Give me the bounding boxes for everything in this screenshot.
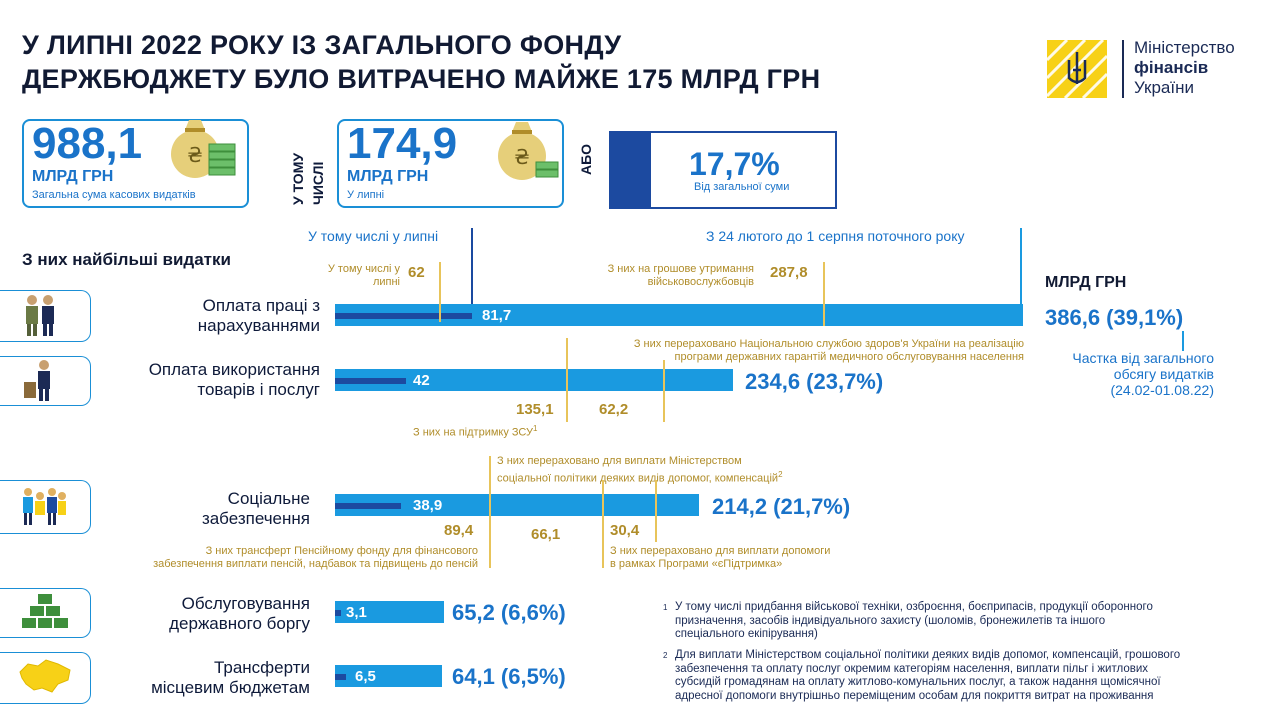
- annotation-text: З них на підтримку ЗСУ1: [413, 424, 538, 439]
- legend-july-line: [471, 228, 473, 316]
- share-note: Частка від загального обсягу видатків (2…: [1072, 350, 1214, 398]
- annotation-value: 135,1: [516, 401, 554, 418]
- footnote-2: Для виплати Міністерством соціальної пол…: [675, 649, 1181, 702]
- bar-july: [335, 610, 341, 616]
- including-label-2: ЧИСЛІ: [310, 161, 326, 205]
- logo-divider: [1122, 40, 1124, 98]
- footnote-mark: 2: [663, 651, 668, 660]
- total-value: 988,1: [32, 119, 143, 168]
- annotation-line: [566, 338, 568, 422]
- bar-period: [335, 665, 442, 687]
- annotation-value: 287,8: [770, 264, 808, 281]
- category-icon-frame: [0, 480, 91, 534]
- legend-period: З 24 лютого до 1 серпня поточного року: [706, 228, 965, 244]
- bar-period: [335, 494, 699, 516]
- footnote-1: У тому числі придбання військової технік…: [675, 601, 1153, 640]
- july-caption: У липні: [347, 189, 385, 201]
- share-note-line: [1182, 331, 1184, 351]
- total-unit: МЛРД ГРН: [32, 168, 114, 185]
- goods-icon: [22, 358, 58, 407]
- ministry-name: Міністерство фінансів України: [1134, 38, 1235, 97]
- july-unit: МЛРД ГРН: [347, 168, 429, 185]
- annotation-value: 89,4: [444, 522, 474, 539]
- including-label: У ТОМУ: [290, 152, 306, 205]
- annotation-text: З них перераховано для виплати допомоги …: [610, 545, 831, 570]
- annotation-value: 66,1: [531, 526, 561, 543]
- annotation-line: [602, 480, 604, 568]
- annotation-text: З них трансферт Пенсійному фонду для фін…: [153, 545, 478, 570]
- bar-total-value: 214,2 (21,7%): [712, 494, 851, 519]
- bar-july: [335, 503, 401, 509]
- family-icon: [20, 484, 68, 533]
- bar-july: [335, 674, 346, 680]
- category-icon-frame: [0, 356, 91, 406]
- trident-icon: [1045, 38, 1109, 100]
- annotation-text: У тому числі у липні: [327, 263, 400, 288]
- annotation-text: З них на грошове утримання військовослуж…: [607, 263, 754, 288]
- share-value: 17,7%: [689, 146, 780, 182]
- bar-july-value: 3,1: [346, 604, 367, 621]
- bar-total-value: 64,1 (6,5%): [452, 664, 566, 689]
- share-caption: Від загальної суми: [694, 181, 790, 193]
- bar-period: [335, 601, 444, 623]
- category-label: Оплата використання товарів і послуг: [148, 360, 320, 399]
- legend-july: У тому числі у липні: [308, 228, 439, 244]
- total-caption: Загальна сума касових видатків: [32, 189, 196, 201]
- july-value: 174,9: [347, 119, 458, 168]
- bar-period: [335, 369, 733, 391]
- bar-period: [335, 304, 1023, 326]
- annotation-line: [655, 480, 657, 542]
- section-title: З них найбільші видатки: [22, 250, 231, 269]
- svg-text:₴: ₴: [187, 143, 202, 167]
- category-label: Трансферти місцевим бюджетам: [151, 658, 310, 697]
- bar-july: [335, 378, 406, 384]
- bar-total-value: 234,6 (23,7%): [745, 369, 884, 394]
- svg-text:₴: ₴: [514, 145, 529, 169]
- category-label: Оплата праці з нарахуваннями: [197, 296, 320, 335]
- annotation-value: 62,2: [599, 401, 629, 418]
- bar-total-value: 65,2 (6,6%): [452, 600, 566, 625]
- annotation-line: [663, 360, 665, 422]
- coin-stacks-icon: [20, 594, 70, 635]
- money-bag-icon: ₴: [163, 110, 239, 187]
- or-label: АБО: [578, 143, 594, 175]
- category-label: Обслуговування державного боргу: [169, 594, 310, 633]
- bar-july-value: 38,9: [413, 497, 443, 514]
- annotation-line: [439, 262, 441, 322]
- soldiers-icon: [22, 292, 58, 343]
- annotation-text: З них перераховано Національною службою …: [633, 338, 1024, 363]
- category-label: Соціальне забезпечення: [201, 489, 310, 528]
- bar-july-value: 42: [413, 372, 430, 389]
- ukraine-map-icon: [18, 656, 72, 701]
- annotation-text: З них перераховано для виплати Міністерс…: [497, 455, 783, 485]
- legend-period-line: [1020, 228, 1022, 304]
- footnote-mark: 1: [663, 603, 668, 612]
- share-card-accent: [609, 131, 651, 209]
- annotation-value: 62: [408, 264, 425, 281]
- category-icon-frame: [0, 290, 91, 342]
- unit-label: МЛРД ГРН: [1045, 274, 1127, 291]
- bar-july: [335, 313, 472, 319]
- category-icon-frame: [0, 652, 91, 704]
- category-icon-frame: [0, 588, 91, 638]
- bar-july-value: 6,5: [355, 668, 376, 685]
- page-title: У ЛИПНІ 2022 РОКУ ІЗ ЗАГАЛЬНОГО ФОНДУ ДЕ…: [22, 30, 821, 94]
- bar-july-value: 81,7: [482, 307, 512, 324]
- annotation-line: [489, 456, 491, 568]
- annotation-line: [823, 262, 825, 326]
- money-bag-icon: ₴: [492, 112, 560, 189]
- bar-total-value: 386,6 (39,1%): [1045, 305, 1184, 330]
- annotation-value: 30,4: [610, 522, 640, 539]
